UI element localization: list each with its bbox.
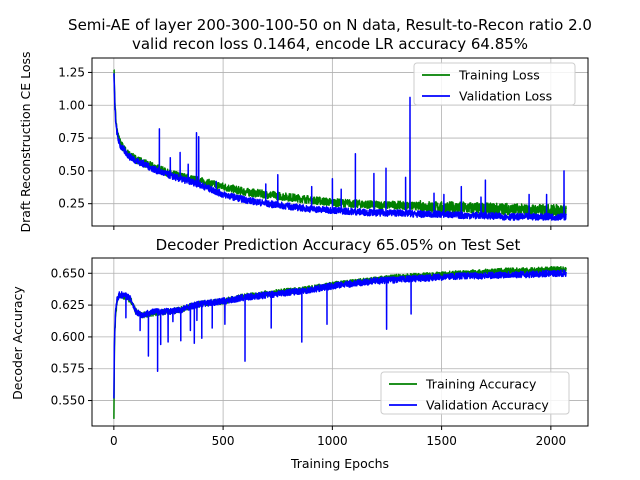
subplot-loss: Semi-AE of layer 200-300-100-50 on N dat… xyxy=(18,16,592,233)
y-tick-label: 0.600 xyxy=(51,330,85,344)
y-tick-label: 0.25 xyxy=(58,197,85,211)
x-tick-label: 1000 xyxy=(317,434,348,448)
loss-legend: Training Loss Validation Loss xyxy=(413,62,576,106)
accuracy-axes-frame xyxy=(91,257,589,427)
y-tick-label: 0.625 xyxy=(51,298,85,312)
accuracy-ticks: 0 500 1000 1500 2000 0.550 0.575 0.600 0.625 0.65… xyxy=(51,266,566,448)
accuracy-chart-title: Decoder Prediction Accuracy 65.05% on Te… xyxy=(156,236,521,254)
loss-series-validation xyxy=(113,73,567,221)
accuracy-y-axis-label: Decoder Accuracy xyxy=(10,286,25,400)
subplot-accuracy: Decoder Prediction Accuracy 65.05% on Te… xyxy=(10,236,589,471)
chart-title-line-2: valid recon loss 0.1464, encode LR accur… xyxy=(132,35,528,53)
accuracy-legend: Training Accuracy Validation Accuracy xyxy=(380,371,570,415)
y-tick-label: 0.75 xyxy=(58,131,85,145)
y-tick-label: 0.550 xyxy=(51,394,85,408)
legend-label: Training Accuracy xyxy=(425,377,537,392)
loss-ticks: 0.25 0.50 0.75 1.00 1.25 xyxy=(58,65,552,230)
accuracy-lines xyxy=(113,265,567,419)
y-tick-label: 0.50 xyxy=(58,164,85,178)
legend-box xyxy=(413,62,576,106)
x-axis-label: Training Epochs xyxy=(290,456,389,471)
x-tick-label: 0 xyxy=(110,434,118,448)
legend-label: Validation Loss xyxy=(459,89,552,104)
legend-box xyxy=(380,371,570,415)
loss-y-axis-label: Draft Reconstruction CE Loss xyxy=(18,51,33,232)
loss-axes-frame xyxy=(91,57,589,227)
y-tick-label: 1.25 xyxy=(58,65,85,79)
accuracy-series-validation xyxy=(113,269,567,399)
legend-label: Training Loss xyxy=(458,68,540,83)
loss-lines xyxy=(113,69,567,221)
x-tick-label: 500 xyxy=(212,434,235,448)
y-tick-label: 0.575 xyxy=(51,362,85,376)
legend-label: Validation Accuracy xyxy=(426,398,549,413)
x-tick-label: 2000 xyxy=(536,434,567,448)
x-tick-label: 1500 xyxy=(426,434,457,448)
y-tick-label: 1.00 xyxy=(58,98,85,112)
y-tick-label: 0.650 xyxy=(51,266,85,280)
chart-title-line-1: Semi-AE of layer 200-300-100-50 on N dat… xyxy=(68,16,592,34)
